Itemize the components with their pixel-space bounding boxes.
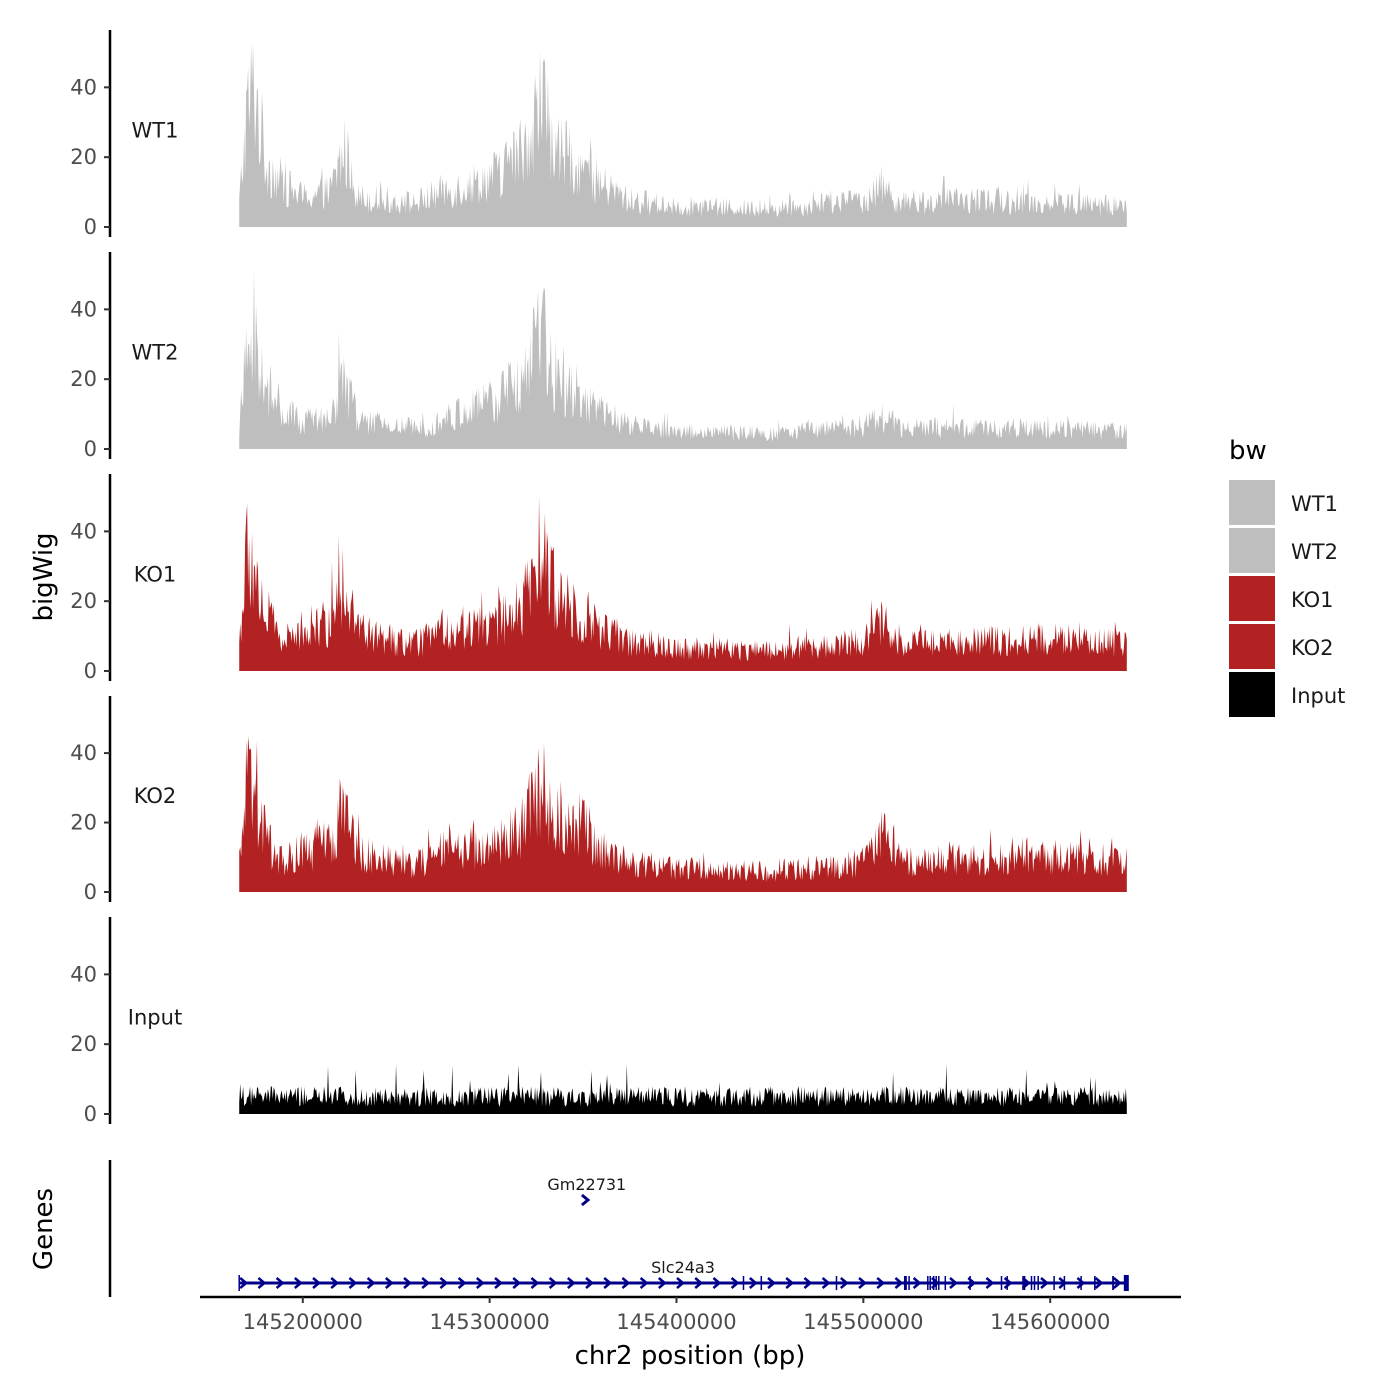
legend-label-input: Input xyxy=(1291,684,1345,708)
y-tick-label-wt1-40: 40 xyxy=(70,75,97,99)
y-tick-label-input-40: 40 xyxy=(70,962,97,986)
x-tick-label-145600000: 145600000 xyxy=(990,1310,1110,1334)
x-tick-label-145500000: 145500000 xyxy=(803,1310,923,1334)
track-input: 0 20 40 Input xyxy=(70,917,1127,1126)
legend-swatch-wt1 xyxy=(1229,480,1275,525)
track-label-wt2: WT2 xyxy=(132,341,179,365)
legend-label-ko2: KO2 xyxy=(1291,636,1334,660)
gene-gm22731: Gm22731 xyxy=(547,1175,626,1207)
gene-exons-slc24a3 xyxy=(238,1275,1114,1291)
y-tick-label-input-0: 0 xyxy=(84,1102,97,1126)
genes-panel: Gm22731 Slc24a3 xyxy=(108,1160,1129,1297)
track-wt2: 0 20 40 WT2 xyxy=(70,252,1127,461)
legend: bw WT1 WT2 KO1 KO2 Input xyxy=(1229,436,1345,717)
gene-label-gm22731: Gm22731 xyxy=(547,1175,626,1194)
x-tick-label-145200000: 145200000 xyxy=(243,1310,363,1334)
genes-axis-title: Genes xyxy=(29,1188,59,1270)
track-label-input: Input xyxy=(128,1006,182,1030)
legend-swatch-ko1 xyxy=(1229,576,1275,621)
track-label-ko1: KO1 xyxy=(134,563,177,587)
y-tick-label-ko2-20: 20 xyxy=(70,811,97,835)
gene-end-block-slc24a3 xyxy=(1123,1275,1129,1291)
y-axis-title: bigWig xyxy=(29,532,59,621)
y-tick-label-ko1-20: 20 xyxy=(70,589,97,613)
gene-strand-arrows-slc24a3 xyxy=(239,1277,1122,1289)
y-tick-label-ko2-0: 0 xyxy=(84,880,97,904)
gene-slc24a3: Slc24a3 xyxy=(238,1258,1129,1291)
x-tick-label-145300000: 145300000 xyxy=(430,1310,550,1334)
y-tick-label-wt2-40: 40 xyxy=(70,297,97,321)
track-ko1: 0 20 40 KO1 xyxy=(70,474,1127,683)
legend-label-ko1: KO1 xyxy=(1291,588,1334,612)
y-tick-label-wt1-20: 20 xyxy=(70,145,97,169)
signal-area-wt2 xyxy=(239,268,1127,449)
legend-title: bw xyxy=(1229,436,1267,466)
legend-swatch-input xyxy=(1229,672,1275,717)
gene-label-slc24a3: Slc24a3 xyxy=(651,1258,715,1277)
track-label-ko2: KO2 xyxy=(134,784,177,808)
track-wt1: 0 20 40 WT1 xyxy=(70,30,1127,239)
signal-area-wt1 xyxy=(239,43,1127,228)
legend-label-wt2: WT2 xyxy=(1291,540,1338,564)
x-axis-title: chr2 position (bp) xyxy=(575,1341,806,1371)
legend-swatch-wt2 xyxy=(1229,528,1275,573)
y-tick-label-wt2-0: 0 xyxy=(84,437,97,461)
signal-area-ko1 xyxy=(239,496,1127,671)
x-axis: 145200000 145300000 145400000 145500000 1456… xyxy=(200,1295,1181,1334)
legend-label-wt1: WT1 xyxy=(1291,492,1338,516)
track-ko2: 0 20 40 KO2 xyxy=(70,696,1127,904)
y-tick-label-ko1-0: 0 xyxy=(84,659,97,683)
y-tick-label-input-20: 20 xyxy=(70,1032,97,1056)
legend-swatch-ko2 xyxy=(1229,624,1275,669)
y-tick-label-wt2-20: 20 xyxy=(70,367,97,391)
track-label-wt1: WT1 xyxy=(132,119,179,143)
y-tick-label-ko2-40: 40 xyxy=(70,741,97,765)
y-tick-label-ko1-40: 40 xyxy=(70,519,97,543)
bigwig-tracks: 0 20 40 WT1 0 20 40 WT2 0 20 40 KO1 0 20 40 KO2 0 20 40 Inp… xyxy=(70,30,1127,1126)
x-tick-label-145400000: 145400000 xyxy=(616,1310,736,1334)
gene-body-gm22731 xyxy=(580,1193,591,1207)
signal-area-input xyxy=(239,1063,1127,1114)
signal-area-ko2 xyxy=(239,735,1127,892)
y-tick-label-wt1-0: 0 xyxy=(84,215,97,239)
